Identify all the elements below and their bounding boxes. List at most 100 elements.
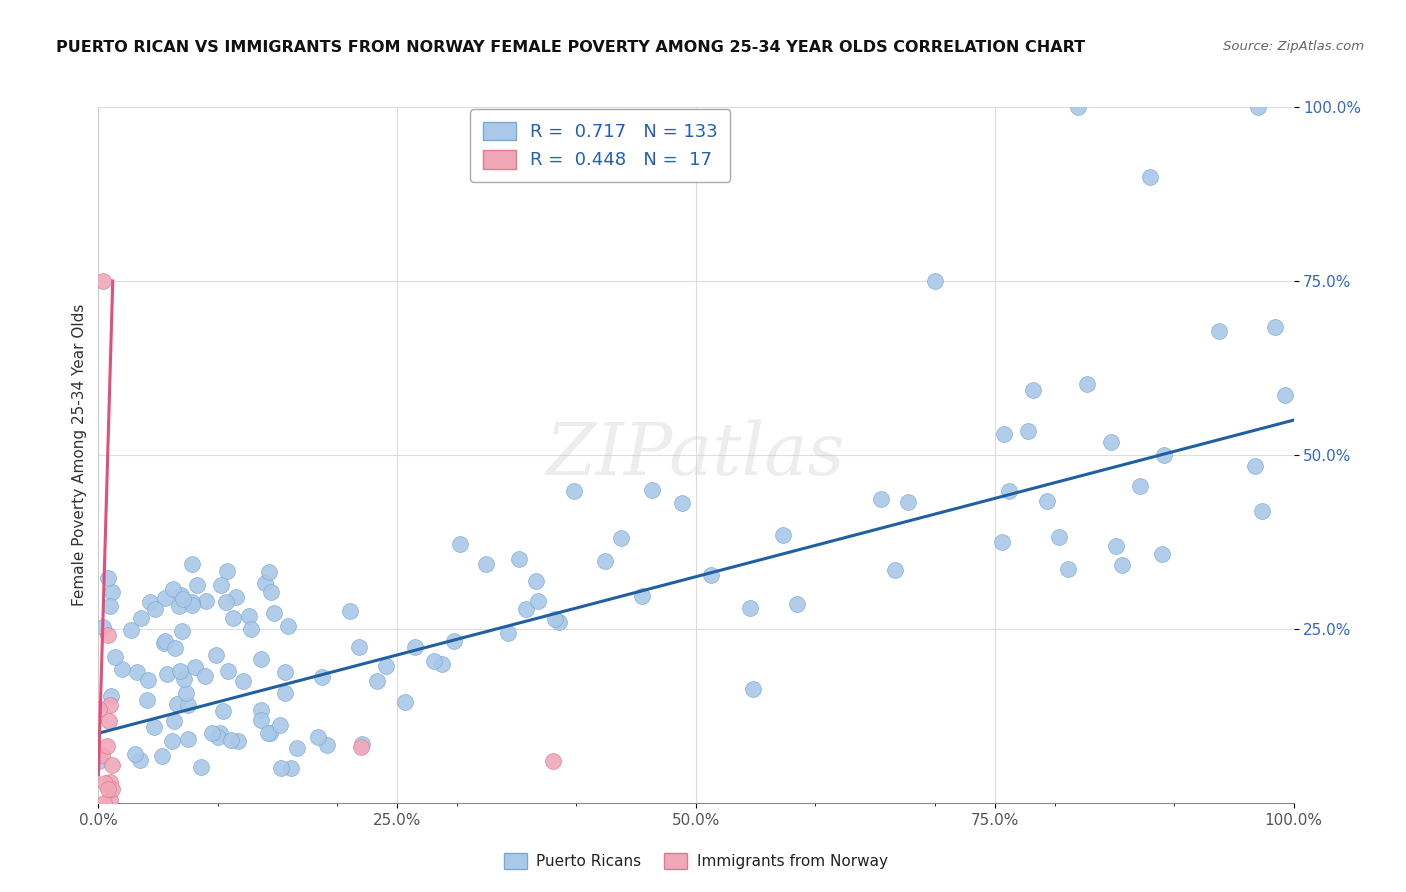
Point xyxy=(547,615,569,629)
Point xyxy=(256,726,278,740)
Point xyxy=(96,739,118,753)
Point xyxy=(176,686,198,700)
Point xyxy=(742,681,765,696)
Point xyxy=(1022,383,1045,397)
Point xyxy=(394,695,416,709)
Point xyxy=(515,602,537,616)
Point xyxy=(250,652,273,666)
Point xyxy=(181,558,204,572)
Point xyxy=(1036,493,1059,508)
Point xyxy=(239,622,262,636)
Point xyxy=(1250,503,1272,517)
Point xyxy=(177,698,200,713)
Point xyxy=(430,657,453,672)
Point xyxy=(97,628,120,642)
Point xyxy=(280,761,302,775)
Point xyxy=(631,589,654,603)
Point xyxy=(270,761,292,775)
Point xyxy=(128,752,150,766)
Point xyxy=(1274,388,1296,402)
Point xyxy=(870,492,893,507)
Point xyxy=(212,704,235,718)
Point xyxy=(254,575,277,590)
Point xyxy=(181,595,204,609)
Point xyxy=(139,595,162,609)
Point xyxy=(163,640,186,655)
Point xyxy=(1152,547,1174,561)
Point xyxy=(640,483,662,497)
Y-axis label: Female Poverty Among 25-34 Year Olds: Female Poverty Among 25-34 Year Olds xyxy=(72,304,87,606)
Point xyxy=(93,796,115,810)
Point xyxy=(508,552,530,566)
Point xyxy=(91,274,114,288)
Point xyxy=(274,665,297,680)
Point xyxy=(124,747,146,761)
Point xyxy=(177,732,200,747)
Point xyxy=(156,667,179,681)
Point xyxy=(97,571,120,585)
Point xyxy=(700,568,723,582)
Point xyxy=(772,528,794,542)
Point xyxy=(307,730,329,744)
Point xyxy=(97,714,120,729)
Point xyxy=(593,554,616,568)
Point xyxy=(125,665,148,679)
Point xyxy=(170,588,193,602)
Point xyxy=(924,274,946,288)
Point xyxy=(111,662,134,676)
Point xyxy=(135,693,157,707)
Point xyxy=(1076,377,1098,392)
Point xyxy=(609,532,631,546)
Point xyxy=(142,720,165,734)
Point xyxy=(87,702,110,716)
Point xyxy=(1246,100,1268,114)
Point xyxy=(98,698,121,712)
Point xyxy=(150,749,173,764)
Point xyxy=(738,601,761,615)
Point xyxy=(260,584,283,599)
Point xyxy=(1047,530,1070,544)
Point xyxy=(169,599,191,613)
Point xyxy=(671,496,693,510)
Point xyxy=(1129,479,1152,493)
Point xyxy=(269,718,291,732)
Point xyxy=(1099,434,1122,449)
Point xyxy=(166,697,188,711)
Point xyxy=(98,792,121,806)
Point xyxy=(91,620,114,634)
Point xyxy=(172,624,194,638)
Point xyxy=(190,759,212,773)
Point xyxy=(277,618,299,632)
Point xyxy=(263,606,285,620)
Point xyxy=(1153,448,1175,462)
Point xyxy=(101,585,124,599)
Point xyxy=(541,754,564,768)
Point xyxy=(404,640,426,654)
Point xyxy=(562,483,585,498)
Point xyxy=(366,674,388,689)
Point xyxy=(259,725,281,739)
Point xyxy=(311,670,333,684)
Point xyxy=(423,654,446,668)
Point xyxy=(184,659,207,673)
Point xyxy=(1104,539,1126,553)
Point xyxy=(173,672,195,686)
Point xyxy=(238,609,260,624)
Point xyxy=(786,597,808,611)
Point xyxy=(993,426,1015,441)
Point xyxy=(163,714,186,729)
Point xyxy=(219,733,242,747)
Point xyxy=(98,775,121,789)
Legend: Puerto Ricans, Immigrants from Norway: Puerto Ricans, Immigrants from Norway xyxy=(498,847,894,875)
Point xyxy=(1056,562,1078,576)
Point xyxy=(526,574,548,588)
Point xyxy=(101,781,124,796)
Point xyxy=(129,611,152,625)
Point xyxy=(1263,320,1285,334)
Point xyxy=(217,665,239,679)
Point xyxy=(231,674,253,689)
Point xyxy=(101,758,124,772)
Point xyxy=(543,612,565,626)
Point xyxy=(205,648,228,662)
Point xyxy=(104,649,127,664)
